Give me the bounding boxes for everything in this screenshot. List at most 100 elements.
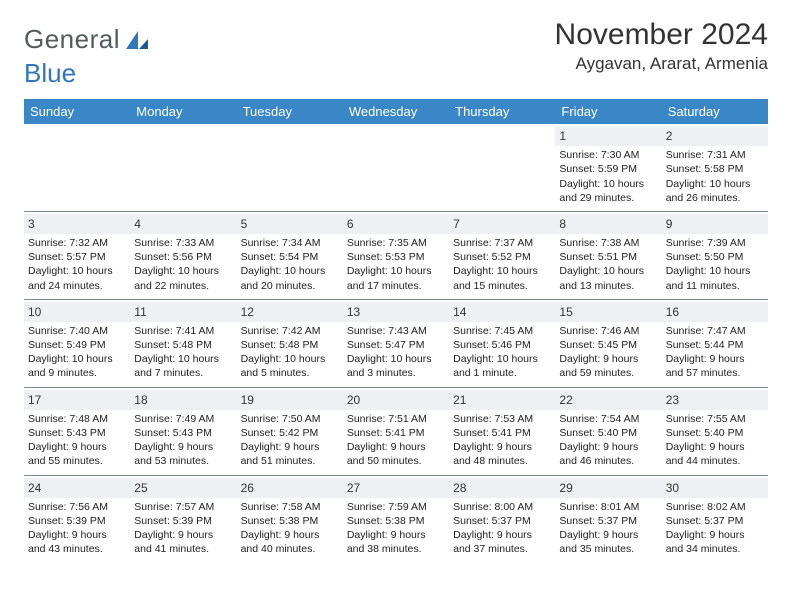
calendar-cell: 22Sunrise: 7:54 AMSunset: 5:40 PMDayligh… — [555, 387, 661, 475]
day-number: 15 — [555, 302, 661, 322]
daylight-text: Daylight: 10 hours and 24 minutes. — [28, 264, 126, 292]
weekday-header: Saturday — [662, 99, 768, 124]
sunrise-text: Sunrise: 7:35 AM — [347, 236, 445, 250]
calendar-cell: 24Sunrise: 7:56 AMSunset: 5:39 PMDayligh… — [24, 475, 130, 562]
calendar-row: 1Sunrise: 7:30 AMSunset: 5:59 PMDaylight… — [24, 124, 768, 211]
sunrise-text: Sunrise: 7:55 AM — [666, 412, 764, 426]
calendar-cell: 14Sunrise: 7:45 AMSunset: 5:46 PMDayligh… — [449, 299, 555, 387]
calendar-cell: 12Sunrise: 7:42 AMSunset: 5:48 PMDayligh… — [237, 299, 343, 387]
sunset-text: Sunset: 5:59 PM — [559, 162, 657, 176]
sunrise-text: Sunrise: 7:43 AM — [347, 324, 445, 338]
sunrise-text: Sunrise: 7:57 AM — [134, 500, 232, 514]
sunset-text: Sunset: 5:51 PM — [559, 250, 657, 264]
calendar-body: 1Sunrise: 7:30 AMSunset: 5:59 PMDaylight… — [24, 124, 768, 562]
day-number: 27 — [343, 478, 449, 498]
calendar-cell: 29Sunrise: 8:01 AMSunset: 5:37 PMDayligh… — [555, 475, 661, 562]
calendar-cell: 8 Sunrise: 7:38 AMSunset: 5:51 PMDaylight… — [555, 211, 661, 299]
brand-part1: General — [24, 24, 120, 55]
calendar-cell: 21Sunrise: 7:53 AMSunset: 5:41 PMDayligh… — [449, 387, 555, 475]
daylight-text: Daylight: 10 hours and 15 minutes. — [453, 264, 551, 292]
day-number: 23 — [662, 390, 768, 410]
weekday-header: Friday — [555, 99, 661, 124]
sunset-text: Sunset: 5:40 PM — [666, 426, 764, 440]
day-number: 18 — [130, 390, 236, 410]
sunset-text: Sunset: 5:53 PM — [347, 250, 445, 264]
daylight-text: Daylight: 9 hours and 37 minutes. — [453, 528, 551, 556]
sunset-text: Sunset: 5:43 PM — [28, 426, 126, 440]
day-number: 10 — [24, 302, 130, 322]
calendar-row: 10Sunrise: 7:40 AMSunset: 5:49 PMDayligh… — [24, 299, 768, 387]
calendar-row: 24Sunrise: 7:56 AMSunset: 5:39 PMDayligh… — [24, 475, 768, 562]
calendar-row: 17Sunrise: 7:48 AMSunset: 5:43 PMDayligh… — [24, 387, 768, 475]
sunrise-text: Sunrise: 7:32 AM — [28, 236, 126, 250]
sunset-text: Sunset: 5:43 PM — [134, 426, 232, 440]
calendar-cell: 4Sunrise: 7:33 AMSunset: 5:56 PMDaylight… — [130, 211, 236, 299]
daylight-text: Daylight: 10 hours and 11 minutes. — [666, 264, 764, 292]
sunrise-text: Sunrise: 7:34 AM — [241, 236, 339, 250]
month-title: November 2024 — [555, 18, 768, 52]
sunrise-text: Sunrise: 7:41 AM — [134, 324, 232, 338]
daylight-text: Daylight: 9 hours and 57 minutes. — [666, 352, 764, 380]
daylight-text: Daylight: 9 hours and 46 minutes. — [559, 440, 657, 468]
daylight-text: Daylight: 9 hours and 34 minutes. — [666, 528, 764, 556]
sunset-text: Sunset: 5:52 PM — [453, 250, 551, 264]
weekday-header: Thursday — [449, 99, 555, 124]
calendar-cell: 6Sunrise: 7:35 AMSunset: 5:53 PMDaylight… — [343, 211, 449, 299]
daylight-text: Daylight: 10 hours and 22 minutes. — [134, 264, 232, 292]
sunrise-text: Sunrise: 8:02 AM — [666, 500, 764, 514]
day-number: 30 — [662, 478, 768, 498]
day-number: 4 — [130, 214, 236, 234]
sunrise-text: Sunrise: 7:30 AM — [559, 148, 657, 162]
brand-logo: General — [24, 24, 150, 55]
daylight-text: Daylight: 10 hours and 9 minutes. — [28, 352, 126, 380]
sunrise-text: Sunrise: 7:54 AM — [559, 412, 657, 426]
day-number: 13 — [343, 302, 449, 322]
daylight-text: Daylight: 10 hours and 1 minute. — [453, 352, 551, 380]
calendar-cell: 18Sunrise: 7:49 AMSunset: 5:43 PMDayligh… — [130, 387, 236, 475]
calendar-cell: 9Sunrise: 7:39 AMSunset: 5:50 PMDaylight… — [662, 211, 768, 299]
calendar-cell: 28Sunrise: 8:00 AMSunset: 5:37 PMDayligh… — [449, 475, 555, 562]
sunrise-text: Sunrise: 7:50 AM — [241, 412, 339, 426]
sunrise-text: Sunrise: 7:59 AM — [347, 500, 445, 514]
day-number: 24 — [24, 478, 130, 498]
calendar-cell — [237, 124, 343, 211]
day-number: 6 — [343, 214, 449, 234]
sunset-text: Sunset: 5:56 PM — [134, 250, 232, 264]
sunset-text: Sunset: 5:54 PM — [241, 250, 339, 264]
calendar-cell — [24, 124, 130, 211]
sunset-text: Sunset: 5:39 PM — [134, 514, 232, 528]
sunrise-text: Sunrise: 7:39 AM — [666, 236, 764, 250]
calendar-cell: 10Sunrise: 7:40 AMSunset: 5:49 PMDayligh… — [24, 299, 130, 387]
day-number: 22 — [555, 390, 661, 410]
sunset-text: Sunset: 5:49 PM — [28, 338, 126, 352]
sunset-text: Sunset: 5:47 PM — [347, 338, 445, 352]
day-number: 9 — [662, 214, 768, 234]
sunset-text: Sunset: 5:45 PM — [559, 338, 657, 352]
calendar-cell: 2Sunrise: 7:31 AMSunset: 5:58 PMDaylight… — [662, 124, 768, 211]
sunrise-text: Sunrise: 7:56 AM — [28, 500, 126, 514]
calendar-cell — [449, 124, 555, 211]
location: Aygavan, Ararat, Armenia — [555, 54, 768, 74]
sunset-text: Sunset: 5:37 PM — [666, 514, 764, 528]
daylight-text: Daylight: 9 hours and 53 minutes. — [134, 440, 232, 468]
daylight-text: Daylight: 10 hours and 29 minutes. — [559, 177, 657, 205]
day-number: 21 — [449, 390, 555, 410]
day-number: 28 — [449, 478, 555, 498]
sunset-text: Sunset: 5:57 PM — [28, 250, 126, 264]
daylight-text: Daylight: 10 hours and 13 minutes. — [559, 264, 657, 292]
day-number: 16 — [662, 302, 768, 322]
sunrise-text: Sunrise: 7:53 AM — [453, 412, 551, 426]
sunset-text: Sunset: 5:48 PM — [241, 338, 339, 352]
sunrise-text: Sunrise: 7:38 AM — [559, 236, 657, 250]
sunrise-text: Sunrise: 8:01 AM — [559, 500, 657, 514]
calendar-cell: 3Sunrise: 7:32 AMSunset: 5:57 PMDaylight… — [24, 211, 130, 299]
calendar-cell: 26Sunrise: 7:58 AMSunset: 5:38 PMDayligh… — [237, 475, 343, 562]
sunset-text: Sunset: 5:46 PM — [453, 338, 551, 352]
weekday-header: Monday — [130, 99, 236, 124]
daylight-text: Daylight: 9 hours and 51 minutes. — [241, 440, 339, 468]
day-number: 8 — [555, 214, 661, 234]
sunset-text: Sunset: 5:38 PM — [347, 514, 445, 528]
calendar-cell: 30 Sunrise: 8:02 AMSunset: 5:37 PMDayligh… — [662, 475, 768, 562]
daylight-text: Daylight: 9 hours and 40 minutes. — [241, 528, 339, 556]
daylight-text: Daylight: 9 hours and 41 minutes. — [134, 528, 232, 556]
